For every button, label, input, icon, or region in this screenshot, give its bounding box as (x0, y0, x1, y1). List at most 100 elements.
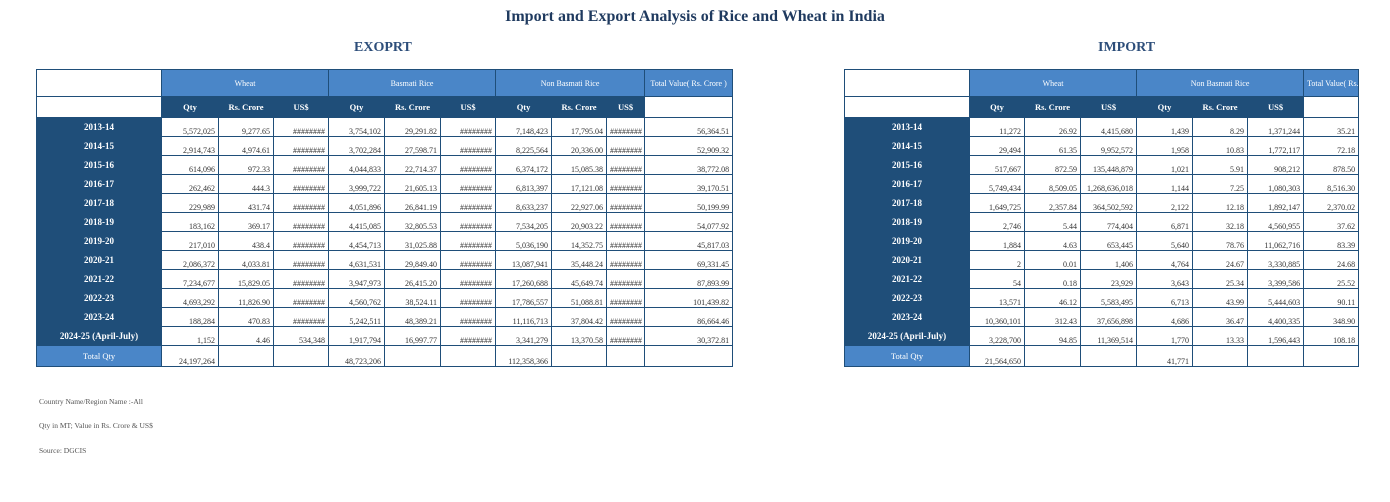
export-total-cell (384, 345, 442, 367)
import-total-cell (1303, 345, 1360, 367)
export-value-cell: 21,605.13 (384, 174, 442, 194)
export-value-cell: 20,903.22 (551, 212, 608, 232)
export-value-cell: 3,754,102 (328, 117, 386, 137)
export-total-cell (551, 345, 608, 367)
export-value-cell: 54,077.92 (644, 212, 734, 232)
export-value-cell: 4,631,531 (328, 250, 386, 270)
export-value-cell: ######## (440, 326, 497, 346)
export-value-cell: 17,795.04 (551, 117, 608, 137)
import-value-cell: 10.83 (1192, 136, 1249, 156)
export-value-cell: 470.83 (218, 307, 274, 327)
export-value-cell: 13,370.58 (551, 326, 608, 346)
import-value-cell: 348.90 (1303, 307, 1360, 327)
import-wheat-usd-header: US$ (1079, 96, 1138, 118)
import-year-cell: 2024-25 (April-July) (844, 326, 970, 346)
export-table-row: 2024-25 (April-July) 1,152 4.46 534,348 1,91… (36, 326, 734, 346)
export-value-cell: ######## (606, 193, 646, 213)
import-value-cell: 4,686 (1136, 307, 1194, 327)
import-value-cell: 5.44 (1024, 212, 1081, 232)
note-region: Country Name/Region Name :-All (39, 397, 143, 406)
export-value-cell: 27,598.71 (384, 136, 442, 156)
import-value-cell: 72.18 (1303, 136, 1360, 156)
export-value-cell: 69,331.45 (644, 250, 734, 270)
export-value-cell: 9,277.65 (218, 117, 274, 137)
import-value-cell: 908,212 (1247, 155, 1305, 175)
export-wheat-usd-header: US$ (272, 96, 330, 118)
import-year-cell: 2015-16 (844, 155, 970, 175)
import-value-cell: 364,502,592 (1079, 193, 1138, 213)
export-value-cell: 11,116,713 (495, 307, 553, 327)
export-value-cell: ######## (440, 117, 497, 137)
export-total-cell: 48,723,206 (328, 345, 386, 367)
export-value-cell: 17,260,688 (495, 269, 553, 289)
export-year-cell: 2016-17 (36, 174, 162, 194)
export-value-cell: 7,234,677 (161, 269, 219, 289)
export-value-cell: ######## (272, 117, 330, 137)
export-value-cell: 3,341,279 (495, 326, 553, 346)
export-value-cell: 2,086,372 (161, 250, 219, 270)
export-value-cell: 38,524.11 (384, 288, 442, 308)
import-value-cell: 36.47 (1192, 307, 1249, 327)
export-value-cell: 29,849.40 (384, 250, 442, 270)
import-value-cell: 29,494 (969, 136, 1025, 156)
export-value-cell: ######## (440, 174, 497, 194)
export-value-cell: 4,693,292 (161, 288, 219, 308)
export-value-cell: 3,947,973 (328, 269, 386, 289)
export-year-cell: 2015-16 (36, 155, 162, 175)
import-value-cell: 61.35 (1024, 136, 1081, 156)
export-value-cell: 8,225,564 (495, 136, 553, 156)
import-value-cell: 872.59 (1024, 155, 1081, 175)
export-nonbasmati-usd-header: US$ (606, 96, 646, 118)
import-wheat-qty-header: Qty (969, 96, 1025, 118)
import-total-row: Total Qty 21,564,650 41,771 (844, 345, 1360, 367)
export-value-cell: ######## (272, 288, 330, 308)
import-value-cell: 1,884 (969, 231, 1025, 251)
import-year-cell: 2023-24 (844, 307, 970, 327)
import-value-cell: 3,228,700 (969, 326, 1025, 346)
export-value-cell: ######## (606, 326, 646, 346)
import-value-cell: 4,560,955 (1247, 212, 1305, 232)
export-value-cell: 87,893.99 (644, 269, 734, 289)
export-value-cell: 3,999,722 (328, 174, 386, 194)
import-value-cell: 4.63 (1024, 231, 1081, 251)
import-value-cell: 878.50 (1303, 155, 1360, 175)
import-nonbasmati-crore-header: Rs. Crore (1192, 96, 1249, 118)
import-subheader-blank-right (1303, 96, 1360, 118)
export-value-cell: ######## (272, 193, 330, 213)
export-value-cell: 86,664.46 (644, 307, 734, 327)
import-value-cell: 1,268,636,018 (1079, 174, 1138, 194)
export-value-cell: ######## (272, 136, 330, 156)
export-basmati-crore-header: Rs. Crore (384, 96, 442, 118)
export-table-row: 2016-17 262,462 444.3 ######## 3,999,722 21,6… (36, 174, 734, 194)
export-value-cell: ######## (272, 269, 330, 289)
import-table: Wheat Non Basmati Rice Total Value( Rs. … (844, 69, 1360, 367)
export-value-cell: 262,462 (161, 174, 219, 194)
export-value-cell: 15,829.05 (218, 269, 274, 289)
import-value-cell: 46.12 (1024, 288, 1081, 308)
export-value-cell: 3,702,284 (328, 136, 386, 156)
import-table-row: 2024-25 (April-July) 3,228,700 94.85 11,369… (844, 326, 1360, 346)
import-value-cell: 5,640 (1136, 231, 1194, 251)
export-value-cell: 6,374,172 (495, 155, 553, 175)
import-year-cell: 2019-20 (844, 231, 970, 251)
export-value-cell: 4,454,713 (328, 231, 386, 251)
import-value-cell: 2,122 (1136, 193, 1194, 213)
import-value-cell: 6,713 (1136, 288, 1194, 308)
import-table-row: 2014-15 29,494 61.35 9,952,572 1,958 10.83 1,7… (844, 136, 1360, 156)
export-table-row: 2017-18 229,989 431.74 ######## 4,051,896 26,… (36, 193, 734, 213)
import-value-cell: 37,656,898 (1079, 307, 1138, 327)
import-corner-cell (844, 69, 970, 97)
import-value-cell: 774,404 (1079, 212, 1138, 232)
export-corner-cell (36, 69, 162, 97)
export-value-cell: 52,909.32 (644, 136, 734, 156)
export-nonbasmati-crore-header: Rs. Crore (551, 96, 608, 118)
export-value-cell: 56,364.51 (644, 117, 734, 137)
note-source: Source: DGCIS (39, 446, 87, 455)
import-value-cell: 1,770 (1136, 326, 1194, 346)
import-value-cell: 26.92 (1024, 117, 1081, 137)
import-value-cell: 1,958 (1136, 136, 1194, 156)
export-value-cell: 7,534,205 (495, 212, 553, 232)
export-subheader-blank-right (644, 96, 734, 118)
page-title: Import and Export Analysis of Rice and W… (505, 8, 885, 25)
export-value-cell: 534,348 (272, 326, 330, 346)
